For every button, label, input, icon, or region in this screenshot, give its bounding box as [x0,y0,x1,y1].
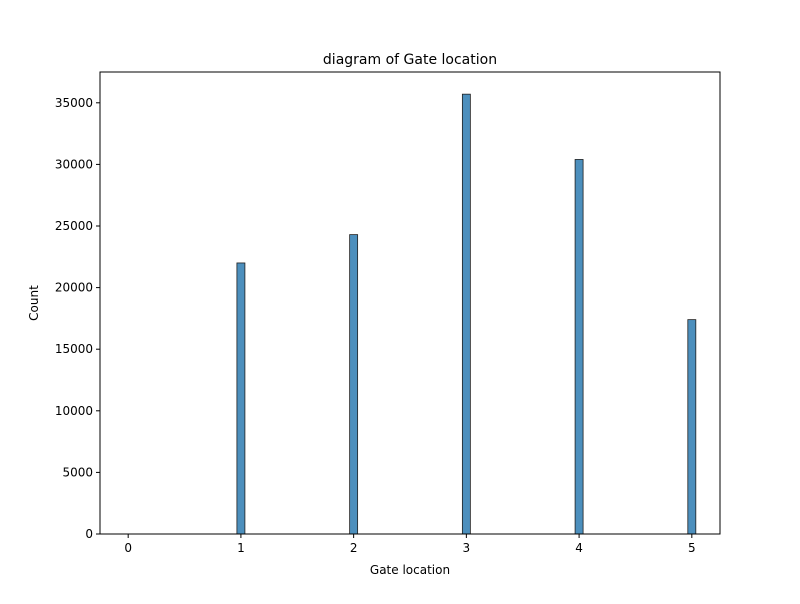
bar-gate-3 [461,93,471,535]
chart-title: diagram of Gate location [323,52,497,68]
x-tick-label: 1 [237,541,245,555]
x-tick-label: 3 [463,541,471,555]
plot-frame [99,71,721,535]
bars-group [236,93,697,535]
x-tick-label: 2 [350,541,358,555]
bar-gate-4 [574,159,584,535]
y-tick-label: 30000 [55,157,93,171]
y-tick-label: 0 [85,527,93,541]
y-tick-label: 20000 [55,281,93,295]
y-tick-label: 15000 [55,342,93,356]
y-tick-label: 25000 [55,219,93,233]
y-tick-label: 35000 [55,96,93,110]
y-tick-label: 5000 [62,465,93,479]
y-tick-label: 10000 [55,404,93,418]
y-axis-ticks: 0 5000 10000 15000 20000 25000 30000 35000 [55,96,100,541]
x-tick-label: 5 [688,541,696,555]
x-tick-label: 4 [575,541,583,555]
bar-gate-1 [236,262,246,535]
x-axis-ticks: 0 1 2 3 4 5 [124,534,696,555]
bar-gate-2 [349,234,359,535]
bar-gate-5 [687,319,697,535]
y-axis-label: Count [27,285,41,321]
x-tick-label: 0 [124,541,132,555]
x-axis-label: Gate location [370,563,450,577]
